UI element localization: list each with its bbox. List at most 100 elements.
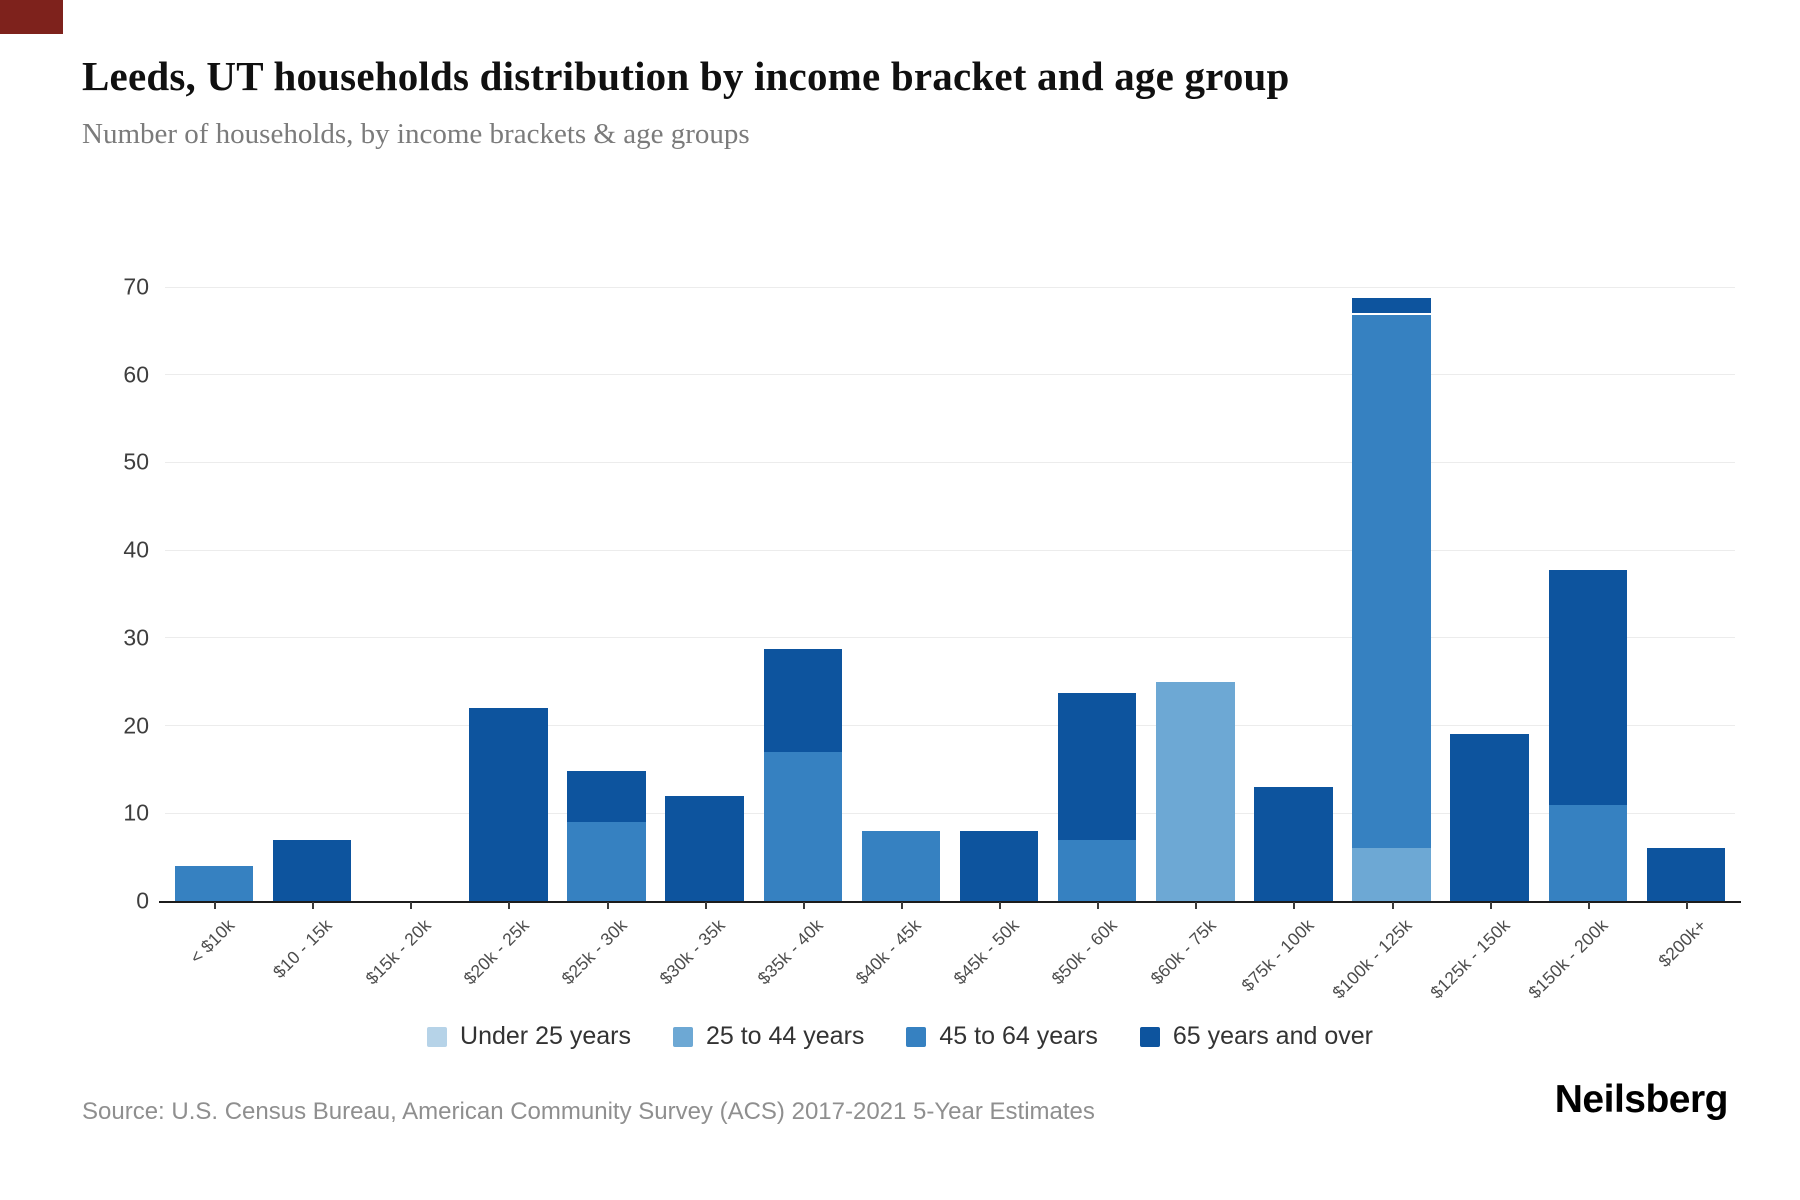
bar-slot-6: $30k - 35k [655,287,754,988]
bar-segment[interactable] [763,751,843,901]
x-axis-label: $200k+ [1654,915,1711,971]
bar-segment[interactable] [1548,567,1628,805]
bar-segment[interactable] [959,830,1039,901]
x-axis-label: $20k - 25k [459,915,533,989]
x-axis-label: $25k - 30k [557,915,631,989]
legend-item[interactable]: 45 to 64 years [906,1022,1098,1051]
x-axis-label: $150k - 200k [1524,915,1612,1003]
bar-segment[interactable] [1450,734,1529,901]
legend-item[interactable]: Under 25 years [427,1022,631,1051]
axis-tick [410,902,413,909]
chart-subtitle: Number of households, by income brackets… [82,118,750,150]
bar-slot-12: $75k - 100k [1237,287,1342,995]
axis-tick [900,902,903,909]
bar-segment[interactable] [1057,690,1137,840]
bar-slot-3: $15k - 20k [361,287,459,988]
y-axis-tick-label: 40 [123,536,149,563]
bar-segment[interactable] [1646,848,1726,901]
x-axis-label: $100k - 125k [1328,915,1416,1003]
top-left-red-block [0,0,63,34]
axis-tick [1391,902,1394,909]
y-axis-tick-label: 50 [123,448,149,475]
x-axis-label: < $10k [185,915,239,968]
bar-slot-15: $150k - 200k [1525,287,1637,1002]
source-note: Source: U.S. Census Bureau, American Com… [82,1098,1095,1125]
plot-area: 0 10 20 30 40 50 60 70 < $10k $10 - 15k $15k - 20k… [123,275,1741,1002]
gridline-60 [165,374,1735,376]
bar-slot-16: $200k+ [1637,287,1735,971]
bar-slot-11: $60k - 75k [1146,287,1244,988]
legend-swatch [427,1026,448,1047]
gridline-70 [165,286,1735,288]
legend-item[interactable]: 65 years and over [1139,1022,1373,1051]
bar-segment[interactable] [763,646,843,752]
bar-slot-5: $25k - 30k [557,287,656,988]
bar-segment[interactable] [861,830,941,901]
bar-segment[interactable] [1254,786,1333,901]
x-axis-line [159,901,1741,903]
bar-slot-14: $125k - 150k [1426,287,1539,1002]
bar-segment[interactable] [1548,804,1628,901]
legend-swatch [1139,1026,1160,1047]
gridline-20 [165,725,1735,727]
x-axis-label: $15k - 20k [361,915,435,989]
legend-label: 25 to 44 years [705,1022,865,1050]
axis-tick [1293,902,1296,909]
x-axis-label: $125k - 150k [1426,915,1514,1003]
chart-title: Leeds, UT households distribution by inc… [82,53,1290,99]
legend: Under 25 years 25 to 44 years 45 to 64 yea… [0,1022,1800,1051]
axis-tick [214,902,217,909]
bar-slot-7: $35k - 40k [754,287,852,988]
axis-tick [704,902,707,909]
x-axis-label: $45k - 50k [949,915,1024,989]
axis-tick [1489,902,1492,909]
x-axis-label: $35k - 40k [753,915,827,989]
bar-slot-1: < $10k [165,287,263,967]
bar-segment[interactable] [1352,313,1431,849]
x-axis-label: $40k - 45k [851,915,926,989]
y-axis-tick-label: 70 [123,273,149,300]
x-axis-label: $10 - 15k [269,915,337,983]
legend-label: 65 years and over [1172,1022,1373,1050]
bar-slot-9: $45k - 50k [950,287,1048,988]
legend-item[interactable]: 25 to 44 years [672,1022,865,1051]
bar-segment[interactable] [567,822,646,901]
y-axis-tick-label: 30 [123,624,149,651]
bar-segment[interactable] [469,708,548,901]
bar-slot-2: $10 - 15k [263,287,361,982]
axis-tick [508,902,511,909]
bar-slot-4: $20k - 25k [459,287,557,988]
axis-tick [606,902,609,909]
bar-segment[interactable] [665,795,744,901]
bar-segment[interactable] [1352,295,1431,314]
legend-swatch [906,1026,927,1047]
y-axis-tick-label: 60 [123,361,149,388]
gridline-50 [165,461,1735,463]
x-axis-label: $30k - 35k [655,915,729,989]
bar-segment[interactable] [1156,681,1235,901]
x-axis-label: $50k - 60k [1047,915,1122,989]
bar-segment[interactable] [174,865,254,901]
bar-slot-10: $50k - 60k [1048,287,1146,988]
legend-label: Under 25 years [460,1022,631,1050]
bar-segment[interactable] [567,769,646,823]
neilsberg-logo[interactable]: Neilsberg [1554,1078,1729,1121]
gridline-30 [165,637,1735,639]
gridline-10 [165,812,1735,814]
axis-tick [1587,902,1590,909]
legend-swatch [672,1026,693,1047]
y-axis-tick-label: 10 [123,799,149,826]
x-axis-label: $60k - 75k [1146,915,1220,989]
bar-segment[interactable] [272,839,352,901]
axis-tick [1195,902,1198,909]
legend-label: 45 to 64 years [939,1022,1098,1050]
bar-segment[interactable] [1057,839,1137,901]
y-axis-tick-label: 0 [136,887,149,914]
bar-segment[interactable] [1352,848,1431,901]
bar-slot-8: $40k - 45k [852,287,950,988]
axis-tick [1097,902,1100,909]
x-axis-label: $75k - 100k [1237,915,1318,996]
axis-tick [1685,902,1688,909]
gridline-40 [165,549,1735,551]
